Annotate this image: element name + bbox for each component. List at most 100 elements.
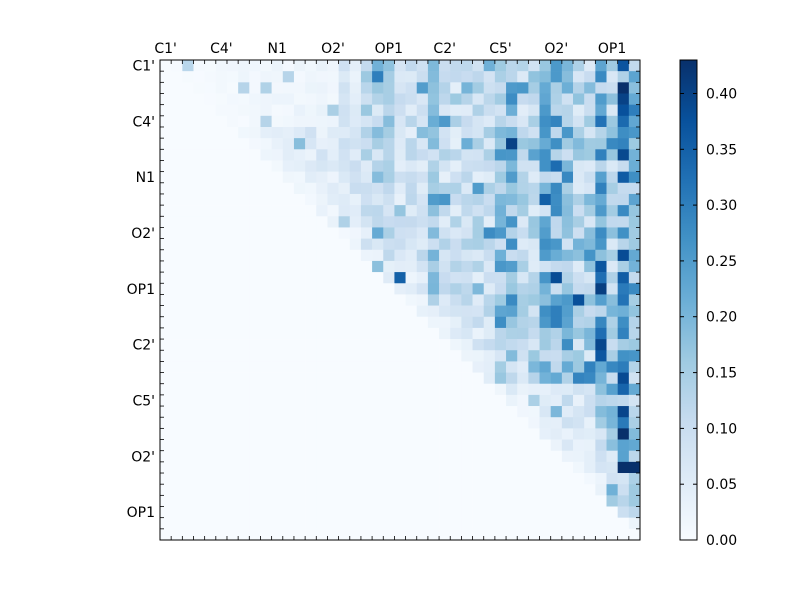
heatmap-cell xyxy=(160,428,172,440)
heatmap-cell xyxy=(461,506,473,518)
heatmap-cell xyxy=(171,115,183,128)
heatmap-cell xyxy=(427,428,440,440)
heatmap-cell xyxy=(494,149,507,161)
heatmap-cell xyxy=(427,115,440,128)
heatmap-cell xyxy=(372,115,384,128)
heatmap-cell xyxy=(349,182,362,195)
heatmap-cell xyxy=(249,506,261,518)
heatmap-cell xyxy=(238,439,250,451)
heatmap-cell xyxy=(584,82,596,94)
heatmap-cell xyxy=(494,428,507,440)
heatmap-cell xyxy=(271,205,284,217)
heatmap-cell xyxy=(372,495,384,507)
heatmap-cell xyxy=(416,227,429,239)
heatmap-cell xyxy=(461,339,473,351)
heatmap-cell xyxy=(494,517,507,530)
heatmap-cell xyxy=(517,283,529,295)
heatmap-cell xyxy=(282,394,295,407)
heatmap-cell xyxy=(271,104,284,117)
heatmap-cell xyxy=(494,160,507,172)
heatmap-cell xyxy=(305,238,317,251)
heatmap-cell xyxy=(539,506,551,518)
heatmap-cell xyxy=(260,238,272,251)
heatmap-cell xyxy=(193,439,205,451)
y-tick-label: N1 xyxy=(136,170,155,186)
heatmap-cell xyxy=(226,205,239,217)
heatmap-cell xyxy=(260,316,272,329)
heatmap-cell xyxy=(450,517,462,530)
heatmap-cell xyxy=(282,260,295,273)
heatmap-cell xyxy=(193,60,205,72)
heatmap-cell xyxy=(573,104,585,117)
heatmap-cell xyxy=(595,126,607,139)
heatmap-cell xyxy=(305,495,317,507)
heatmap-cell xyxy=(383,406,395,418)
heatmap-cell xyxy=(182,327,194,340)
heatmap-cell xyxy=(383,506,395,518)
heatmap-cell xyxy=(573,227,585,239)
heatmap-cell xyxy=(182,272,194,284)
heatmap-cell xyxy=(573,461,585,474)
heatmap-cell xyxy=(450,406,462,418)
heatmap-cell xyxy=(606,428,618,440)
heatmap-cell xyxy=(450,272,462,284)
heatmap-cell xyxy=(439,216,451,228)
heatmap-cell xyxy=(383,350,395,362)
heatmap-cell xyxy=(260,339,272,351)
heatmap-cell xyxy=(617,260,630,273)
heatmap-cell xyxy=(628,160,641,172)
heatmap-cell xyxy=(506,506,518,518)
heatmap-cell xyxy=(293,93,306,105)
heatmap-cell xyxy=(293,417,306,429)
heatmap-cell xyxy=(561,249,574,262)
heatmap-cell xyxy=(338,506,351,518)
heatmap-cell xyxy=(539,294,551,306)
heatmap-cell xyxy=(349,428,362,440)
heatmap-cell xyxy=(249,60,261,72)
heatmap-cell xyxy=(494,316,507,329)
heatmap-cell xyxy=(338,517,351,530)
heatmap-cell xyxy=(282,473,295,485)
heatmap-cell xyxy=(171,473,183,485)
heatmap-cell xyxy=(305,115,317,128)
heatmap-cell xyxy=(171,249,183,262)
heatmap-cell xyxy=(439,182,451,195)
heatmap-cell xyxy=(550,428,563,440)
heatmap-cell xyxy=(193,193,205,206)
heatmap-cell xyxy=(528,238,540,251)
heatmap-cell xyxy=(383,428,395,440)
heatmap-cell xyxy=(439,461,451,474)
heatmap-cell xyxy=(394,417,406,429)
heatmap-cell xyxy=(394,327,406,340)
heatmap-cell xyxy=(338,383,351,396)
heatmap-cell xyxy=(606,517,618,530)
heatmap-cell xyxy=(617,82,630,94)
heatmap-cell xyxy=(160,305,172,318)
heatmap-cell xyxy=(316,205,328,217)
heatmap-cell xyxy=(628,238,641,251)
heatmap-cell xyxy=(316,272,328,284)
heatmap-cell xyxy=(360,238,373,251)
heatmap-cell xyxy=(573,316,585,329)
heatmap-cell xyxy=(238,138,250,150)
heatmap-cell xyxy=(517,428,529,440)
heatmap-cell xyxy=(483,149,496,161)
heatmap-cell xyxy=(160,417,172,429)
heatmap-cell xyxy=(405,93,418,105)
heatmap-cell xyxy=(606,372,618,385)
heatmap-cell xyxy=(171,193,183,206)
heatmap-cell xyxy=(260,205,272,217)
heatmap-cell xyxy=(617,149,630,161)
heatmap-cell xyxy=(405,406,418,418)
heatmap-cell xyxy=(628,406,641,418)
heatmap-cell xyxy=(171,216,183,228)
heatmap-cell xyxy=(327,205,339,217)
heatmap-cell xyxy=(595,160,607,172)
heatmap-cell xyxy=(416,182,429,195)
heatmap-cell xyxy=(226,383,239,396)
heatmap-cell xyxy=(282,484,295,496)
heatmap-cell xyxy=(349,327,362,340)
heatmap-cell xyxy=(327,149,339,161)
heatmap-cell xyxy=(506,238,518,251)
